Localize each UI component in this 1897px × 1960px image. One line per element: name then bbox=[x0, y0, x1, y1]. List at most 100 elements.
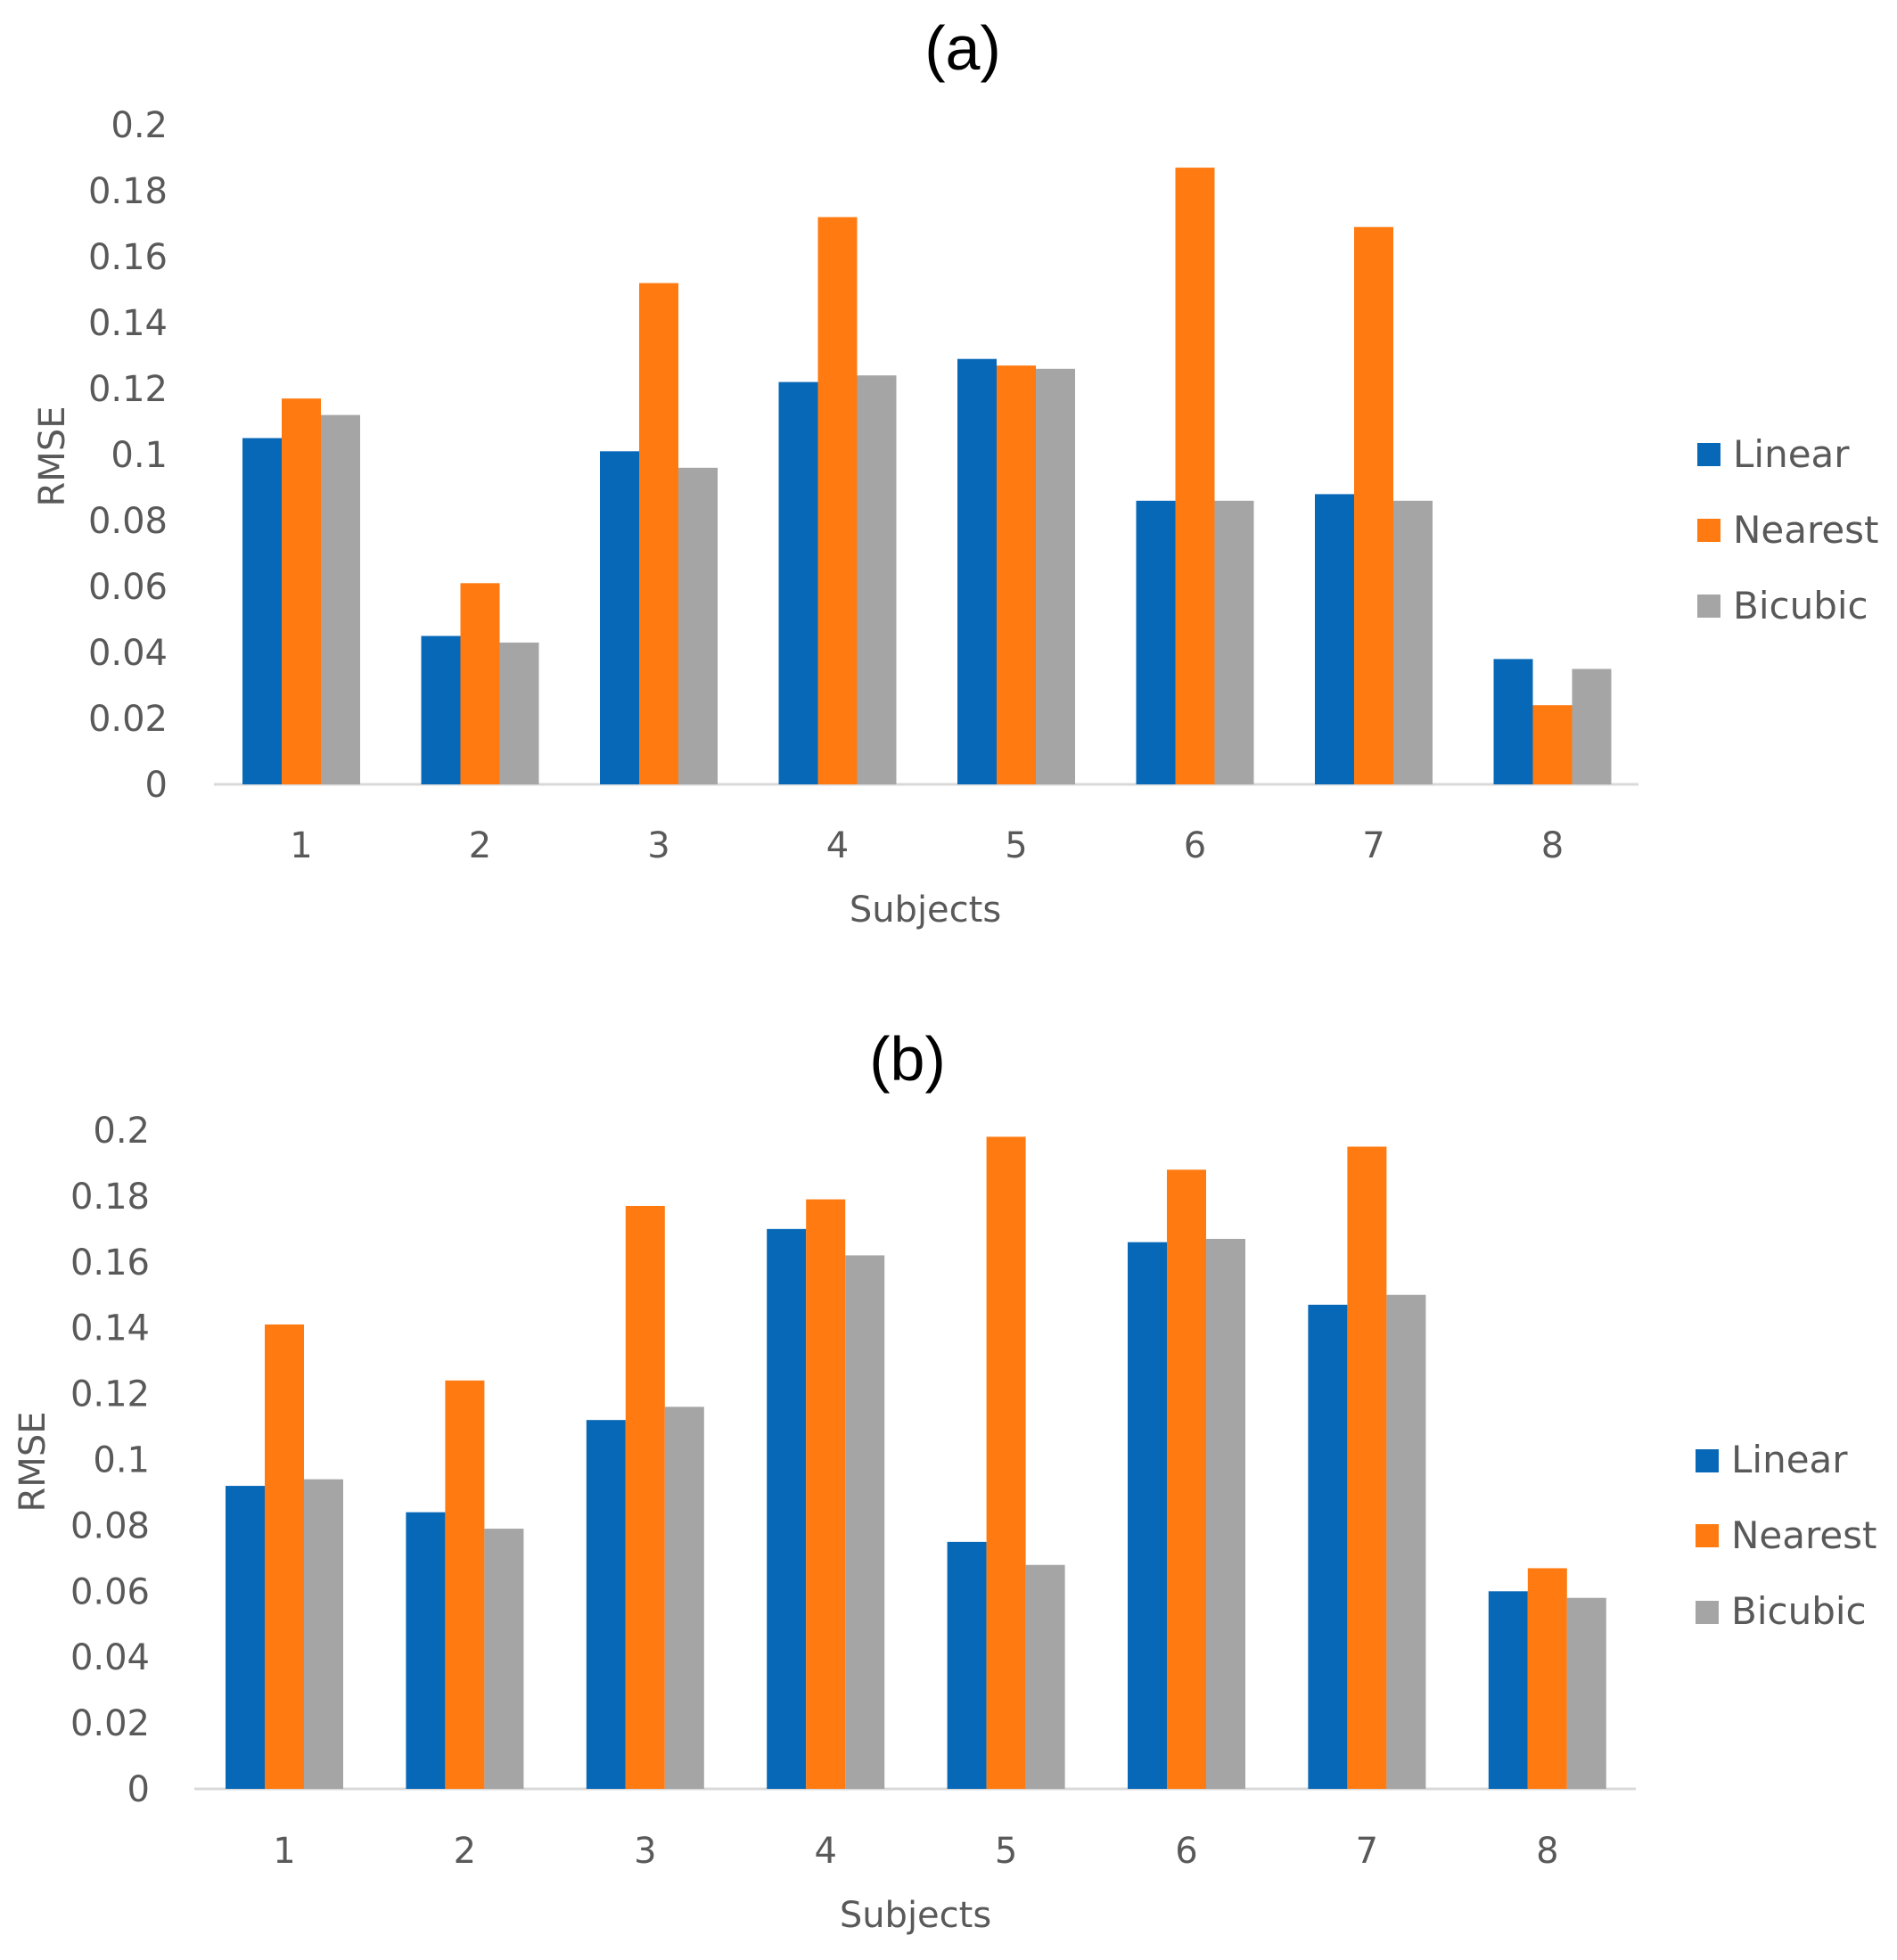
x-tick-label: 3 bbox=[634, 1831, 656, 1872]
x-tick-label: 5 bbox=[995, 1831, 1017, 1872]
y-tick-label: 0.04 bbox=[70, 1637, 150, 1678]
bar-bicubic-subject-3 bbox=[678, 467, 718, 784]
y-tick-label: 0.02 bbox=[88, 699, 168, 740]
bar-bicubic-subject-6 bbox=[1214, 500, 1254, 784]
bar-nearest-subject-2 bbox=[460, 583, 500, 784]
bar-linear-subject-6 bbox=[1128, 1242, 1167, 1789]
bar-nearest-subject-2 bbox=[445, 1380, 485, 1789]
y-tick-label: 0 bbox=[145, 765, 168, 806]
panel-a-y-ticks: 0 0.02 0.04 0.06 0.08 0.1 0.12 0.14 0.16 0.18 0.2 bbox=[88, 105, 168, 806]
bar-nearest-subject-1 bbox=[265, 1324, 304, 1789]
bar-linear-subject-8 bbox=[1493, 659, 1533, 784]
panel-b-bars bbox=[226, 1136, 1606, 1789]
legend-label-bicubic: Bicubic bbox=[1733, 584, 1868, 627]
legend-swatch-linear bbox=[1696, 1449, 1719, 1472]
x-tick-label: 2 bbox=[454, 1831, 476, 1872]
x-tick-label: 8 bbox=[1536, 1831, 1558, 1872]
bar-linear-subject-5 bbox=[957, 358, 997, 784]
y-tick-label: 0.2 bbox=[93, 1111, 150, 1152]
bar-bicubic-subject-4 bbox=[845, 1255, 885, 1789]
bar-bicubic-subject-6 bbox=[1206, 1238, 1245, 1789]
bar-linear-subject-1 bbox=[242, 438, 282, 784]
panel-a-x-axis-title: Subjects bbox=[850, 890, 1001, 931]
bar-bicubic-subject-1 bbox=[321, 414, 360, 784]
x-tick-label: 3 bbox=[647, 825, 669, 866]
bar-bicubic-subject-2 bbox=[499, 642, 539, 784]
legend-label-nearest: Nearest bbox=[1733, 508, 1879, 552]
bar-linear-subject-1 bbox=[226, 1486, 265, 1789]
bar-bicubic-subject-3 bbox=[664, 1406, 704, 1789]
bar-bicubic-subject-1 bbox=[304, 1479, 343, 1789]
bar-bicubic-subject-5 bbox=[1025, 1564, 1065, 1789]
x-tick-label: 6 bbox=[1175, 1831, 1197, 1872]
legend-swatch-linear bbox=[1697, 443, 1720, 466]
x-tick-label: 4 bbox=[814, 1831, 836, 1872]
bar-linear-subject-6 bbox=[1136, 500, 1176, 784]
bar-nearest-subject-3 bbox=[639, 283, 678, 785]
panel-b-y-axis-title: RMSE bbox=[12, 1412, 53, 1513]
bar-linear-subject-3 bbox=[600, 451, 639, 784]
y-tick-label: 0.12 bbox=[88, 369, 168, 410]
bar-linear-subject-8 bbox=[1488, 1591, 1528, 1789]
x-tick-label: 7 bbox=[1356, 1831, 1378, 1872]
y-tick-label: 0.16 bbox=[88, 237, 168, 278]
y-tick-label: 0 bbox=[127, 1769, 150, 1810]
bar-linear-subject-4 bbox=[778, 381, 818, 784]
bar-bicubic-subject-7 bbox=[1393, 500, 1433, 784]
bar-bicubic-subject-4 bbox=[857, 375, 897, 784]
legend-swatch-bicubic bbox=[1696, 1601, 1719, 1624]
y-tick-label: 0.08 bbox=[70, 1505, 150, 1546]
chart-panel-b: (b) RMSE Subjects 0 0.02 0.04 0.06 0.08 0.1 0.… bbox=[12, 1024, 1877, 1936]
y-tick-label: 0.08 bbox=[88, 501, 168, 542]
x-tick-label: 1 bbox=[273, 1831, 295, 1872]
bar-linear-subject-3 bbox=[586, 1420, 626, 1789]
bar-bicubic-subject-2 bbox=[484, 1529, 524, 1789]
y-tick-label: 0.18 bbox=[88, 171, 168, 212]
panel-b-title: (b) bbox=[869, 1024, 946, 1094]
bar-linear-subject-7 bbox=[1308, 1304, 1348, 1789]
x-tick-label: 7 bbox=[1362, 825, 1384, 866]
bar-linear-subject-2 bbox=[421, 636, 461, 784]
legend-label-linear: Linear bbox=[1731, 1438, 1848, 1481]
bar-nearest-subject-8 bbox=[1532, 705, 1573, 784]
bar-nearest-subject-6 bbox=[1175, 168, 1215, 785]
y-tick-label: 0.12 bbox=[70, 1374, 150, 1415]
bar-linear-subject-5 bbox=[947, 1541, 987, 1789]
x-tick-label: 6 bbox=[1184, 825, 1206, 866]
y-tick-label: 0.04 bbox=[88, 633, 168, 674]
bar-bicubic-subject-7 bbox=[1386, 1294, 1426, 1789]
y-tick-label: 0.02 bbox=[70, 1703, 150, 1744]
bar-nearest-subject-7 bbox=[1354, 226, 1393, 784]
bar-linear-subject-2 bbox=[406, 1512, 446, 1789]
panel-b-x-ticks: 1 2 3 4 5 6 7 8 bbox=[273, 1831, 1558, 1872]
y-tick-label: 0.14 bbox=[88, 303, 168, 344]
bar-linear-subject-7 bbox=[1315, 494, 1354, 784]
bar-nearest-subject-1 bbox=[282, 398, 321, 784]
panel-a-y-axis-title: RMSE bbox=[32, 406, 73, 507]
legend-label-linear: Linear bbox=[1733, 432, 1850, 476]
x-tick-label: 1 bbox=[290, 825, 312, 866]
bar-nearest-subject-8 bbox=[1527, 1568, 1567, 1789]
y-tick-label: 0.2 bbox=[111, 105, 168, 146]
bar-nearest-subject-3 bbox=[625, 1205, 665, 1789]
legend-label-bicubic: Bicubic bbox=[1731, 1589, 1867, 1633]
y-tick-label: 0.14 bbox=[70, 1308, 150, 1349]
panel-a-legend: Linear Nearest Bicubic bbox=[1697, 432, 1879, 627]
panel-b-y-ticks: 0 0.02 0.04 0.06 0.08 0.1 0.12 0.14 0.16 0.18 0.2 bbox=[70, 1111, 150, 1810]
bar-nearest-subject-4 bbox=[806, 1199, 846, 1789]
y-tick-label: 0.16 bbox=[70, 1242, 150, 1283]
bar-linear-subject-4 bbox=[767, 1228, 807, 1789]
x-tick-label: 4 bbox=[826, 825, 849, 866]
y-tick-label: 0.06 bbox=[88, 567, 168, 608]
panel-a-title: (a) bbox=[924, 13, 1001, 83]
y-tick-label: 0.18 bbox=[70, 1177, 150, 1218]
panel-a-x-ticks: 1 2 3 4 5 6 7 8 bbox=[290, 825, 1564, 866]
x-tick-label: 5 bbox=[1005, 825, 1027, 866]
panel-a-bars bbox=[242, 168, 1612, 785]
bar-bicubic-subject-8 bbox=[1566, 1597, 1606, 1789]
y-tick-label: 0.1 bbox=[93, 1440, 150, 1481]
bar-bicubic-subject-5 bbox=[1036, 368, 1075, 784]
bar-bicubic-subject-8 bbox=[1572, 668, 1612, 784]
panel-b-legend: Linear Nearest Bicubic bbox=[1696, 1438, 1877, 1633]
